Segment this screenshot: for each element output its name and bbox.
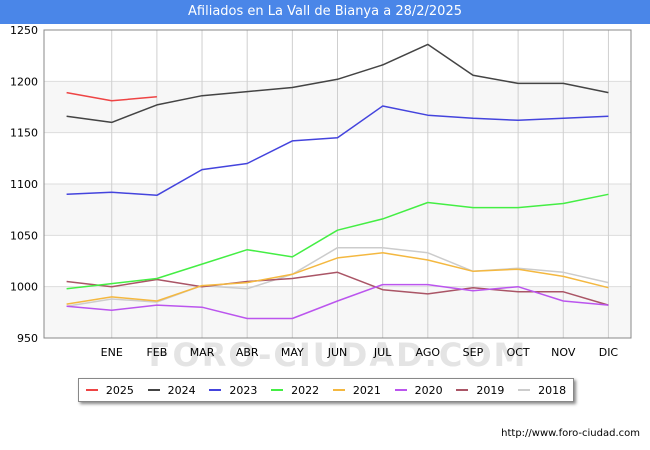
legend-item-2022: 2022 [271, 384, 319, 397]
legend-label: 2025 [105, 383, 134, 397]
series-line-2021 [66, 252, 609, 305]
series-line-2025 [66, 91, 157, 102]
series-line-2018 [66, 246, 609, 307]
legend-item-2025: 2025 [85, 383, 134, 397]
x-tick-label: MAR [190, 346, 215, 359]
x-tick-label: JUL [373, 346, 392, 359]
legend-item-2024: 2024 [147, 383, 196, 397]
legend-item-2020: 2020 [394, 383, 443, 397]
y-tick-label: 1050 [10, 229, 38, 242]
legend-swatch [209, 389, 222, 391]
x-tick-label: OCT [507, 346, 530, 359]
series-line-2022 [66, 193, 609, 290]
y-tick-label: 1250 [10, 24, 38, 37]
x-tick-label: JUN [327, 346, 348, 359]
legend: 2025 2024 2023 2022 2021 2020 2019 2018 [78, 378, 574, 402]
legend-swatch [147, 389, 160, 391]
legend-label: 2024 [167, 383, 196, 397]
x-tick-label: SEP [463, 346, 484, 359]
legend-swatch [85, 389, 98, 391]
x-tick-label: ABR [236, 346, 259, 359]
source-url: http://www.foro-ciudad.com [501, 428, 640, 439]
legend-label: 2023 [229, 383, 258, 397]
legend-item-2018: 2018 [518, 384, 566, 397]
legend-label: 2021 [352, 383, 381, 397]
plot-border [43, 29, 632, 339]
x-tick-label: NOV [551, 346, 576, 359]
x-tick-label: DIC [599, 346, 619, 359]
x-tick-label: MAY [281, 346, 304, 359]
x-tick-label: ENE [101, 346, 123, 359]
series-line-2024 [66, 43, 609, 124]
series-line-2020 [66, 283, 609, 320]
y-tick-label: 1150 [10, 127, 38, 140]
legend-label: 2019 [476, 383, 505, 397]
legend-swatch [332, 389, 345, 391]
y-tick-label: 1100 [10, 178, 38, 191]
legend-label: 2018 [538, 383, 567, 397]
legend-swatch [456, 389, 469, 391]
legend-label: 2022 [291, 383, 320, 397]
legend-item-2021: 2021 [332, 383, 381, 397]
x-tick-label: FEB [146, 346, 167, 359]
legend-item-2019: 2019 [456, 384, 504, 397]
legend-label: 2020 [414, 383, 443, 397]
y-tick-label: 1200 [10, 75, 38, 88]
series-line-2019 [66, 271, 609, 306]
legend-swatch [271, 389, 284, 391]
y-tick-label: 1000 [10, 281, 38, 294]
series-line-2023 [66, 105, 609, 197]
chart-title: Afiliados en La Vall de Bianya a 28/2/20… [0, 0, 650, 24]
x-tick-label: AGO [416, 346, 441, 359]
legend-item-2023: 2023 [209, 384, 257, 397]
watermark: FORO-CIUDAD.COM [149, 336, 528, 374]
legend-swatch [394, 389, 407, 391]
legend-swatch [518, 389, 531, 391]
y-tick-label: 950 [17, 332, 38, 345]
